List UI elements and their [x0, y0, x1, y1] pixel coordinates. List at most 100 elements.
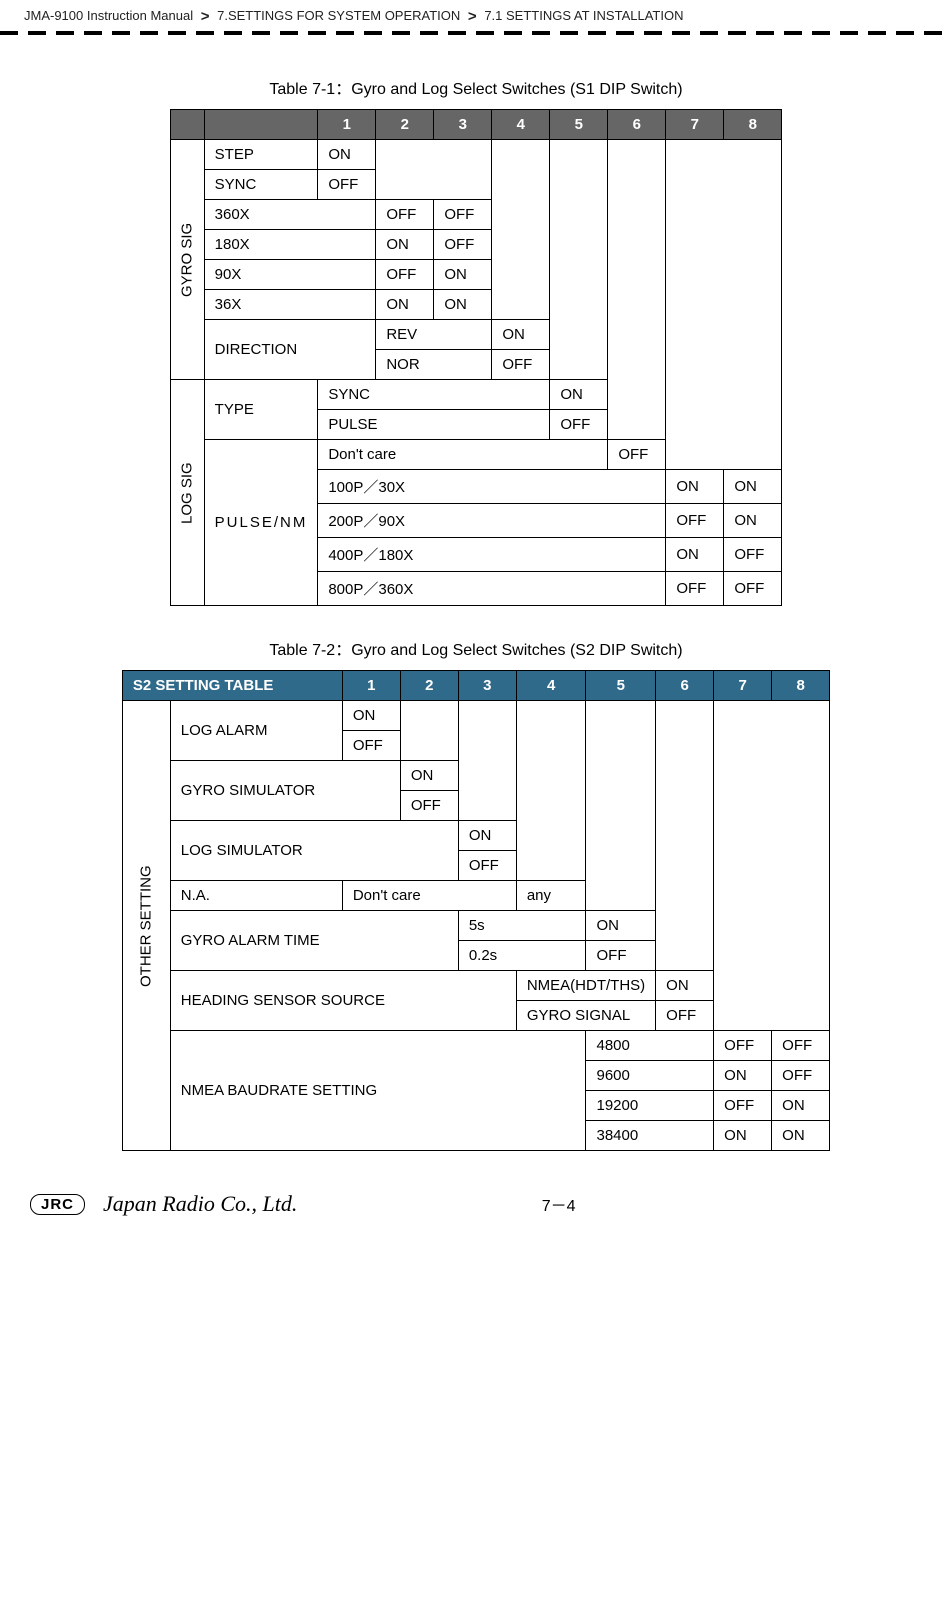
cell: OFF [550, 410, 608, 440]
cell: ON [342, 701, 400, 731]
cell: REV [376, 320, 492, 350]
row-gyro-sim: GYRO SIMULATOR [170, 761, 400, 821]
cell: 800P／360X [318, 572, 666, 606]
cell: OFF [586, 941, 656, 971]
cell: ON [400, 761, 458, 791]
col-5: 5 [586, 671, 656, 701]
cell: OFF [458, 851, 516, 881]
cell: OFF [376, 200, 434, 230]
col-4: 4 [516, 671, 586, 701]
table1: 1 2 3 4 5 6 7 8 GYRO SIG STEP ON SYNC OF… [170, 109, 783, 606]
cell: ON [492, 320, 550, 350]
cell: OFF [714, 1091, 772, 1121]
col-2: 2 [376, 110, 434, 140]
cell: OFF [666, 572, 724, 606]
table2-title: S2 SETTING TABLE [122, 671, 342, 701]
cell: any [516, 881, 586, 911]
cell: 4800 [586, 1031, 714, 1061]
cell: OFF [400, 791, 458, 821]
table1-caption: Table 7-1：Gyro and Log Select Switches (… [0, 75, 952, 99]
cell: NOR [376, 350, 492, 380]
cell: Don't care [342, 881, 516, 911]
col-8: 8 [724, 110, 782, 140]
cell: OFF [656, 1001, 714, 1031]
cell: ON [724, 504, 782, 538]
cell: SYNC [318, 380, 550, 410]
cell: ON [376, 290, 434, 320]
col-1: 1 [342, 671, 400, 701]
cell: ON [714, 1121, 772, 1151]
col-7: 7 [666, 110, 724, 140]
doc-title: JMA-9100 Instruction Manual [24, 8, 193, 23]
col-2: 2 [400, 671, 458, 701]
row-360x: 360X [204, 200, 376, 230]
row-step: STEP [204, 140, 318, 170]
cell: ON [318, 140, 376, 170]
row-pulse-nm: PULSE/NM [204, 440, 318, 606]
cell: ON [586, 911, 656, 941]
other-setting-label: OTHER SETTING [122, 701, 170, 1151]
cell: ON [458, 821, 516, 851]
cell: 19200 [586, 1091, 714, 1121]
col-6: 6 [656, 671, 714, 701]
row-180x: 180X [204, 230, 376, 260]
cell: OFF [724, 538, 782, 572]
row-90x: 90X [204, 260, 376, 290]
breadcrumb: JMA-9100 Instruction Manual > 7.SETTINGS… [0, 0, 952, 29]
section: 7.1 SETTINGS AT INSTALLATION [484, 8, 683, 23]
row-heading-sensor: HEADING SENSOR SOURCE [170, 971, 516, 1031]
cell: OFF [666, 504, 724, 538]
sep-icon: > [468, 8, 477, 25]
cell: ON [434, 260, 492, 290]
cell: OFF [724, 572, 782, 606]
col-3: 3 [458, 671, 516, 701]
cell: 0.2s [458, 941, 586, 971]
table2: S2 SETTING TABLE 1 2 3 4 5 6 7 8 OTHER S… [122, 670, 830, 1151]
cell: 38400 [586, 1121, 714, 1151]
cell: 400P／180X [318, 538, 666, 572]
cell: OFF [376, 260, 434, 290]
col-1: 1 [318, 110, 376, 140]
cell: ON [666, 538, 724, 572]
cell: OFF [342, 731, 400, 761]
cell: OFF [318, 170, 376, 200]
gyro-sig-label: GYRO SIG [170, 140, 204, 380]
col-7: 7 [714, 671, 772, 701]
cell: OFF [434, 200, 492, 230]
cell: OFF [434, 230, 492, 260]
col-4: 4 [492, 110, 550, 140]
table2-caption: Table 7-2：Gyro and Log Select Switches (… [0, 636, 952, 660]
row-type: TYPE [204, 380, 318, 440]
cell: OFF [492, 350, 550, 380]
divider [0, 31, 952, 35]
cell: ON [550, 380, 608, 410]
cell: ON [772, 1091, 830, 1121]
cell: ON [434, 290, 492, 320]
cell: 200P／90X [318, 504, 666, 538]
col-5: 5 [550, 110, 608, 140]
cell: ON [376, 230, 434, 260]
row-36x: 36X [204, 290, 376, 320]
log-sig-label: LOG SIG [170, 380, 204, 606]
chapter: 7.SETTINGS FOR SYSTEM OPERATION [217, 8, 460, 23]
cell: ON [656, 971, 714, 1001]
cell: 100P／30X [318, 470, 666, 504]
row-direction: DIRECTION [204, 320, 376, 380]
cell: ON [772, 1121, 830, 1151]
cell: OFF [772, 1031, 830, 1061]
jrc-logo: JRC [30, 1194, 85, 1215]
cell: Don't care [318, 440, 608, 470]
row-log-sim: LOG SIMULATOR [170, 821, 458, 881]
cell: GYRO SIGNAL [516, 1001, 655, 1031]
row-log-alarm: LOG ALARM [170, 701, 342, 761]
cell: ON [714, 1061, 772, 1091]
footer: JRC Japan Radio Co., Ltd. 7－4 [0, 1191, 952, 1237]
cell: OFF [772, 1061, 830, 1091]
row-nmea-baud: NMEA BAUDRATE SETTING [170, 1031, 586, 1151]
cell: 5s [458, 911, 586, 941]
cell: ON [724, 470, 782, 504]
col-8: 8 [772, 671, 830, 701]
cell: ON [666, 470, 724, 504]
page-number: 7－4 [195, 1192, 922, 1216]
cell: OFF [714, 1031, 772, 1061]
